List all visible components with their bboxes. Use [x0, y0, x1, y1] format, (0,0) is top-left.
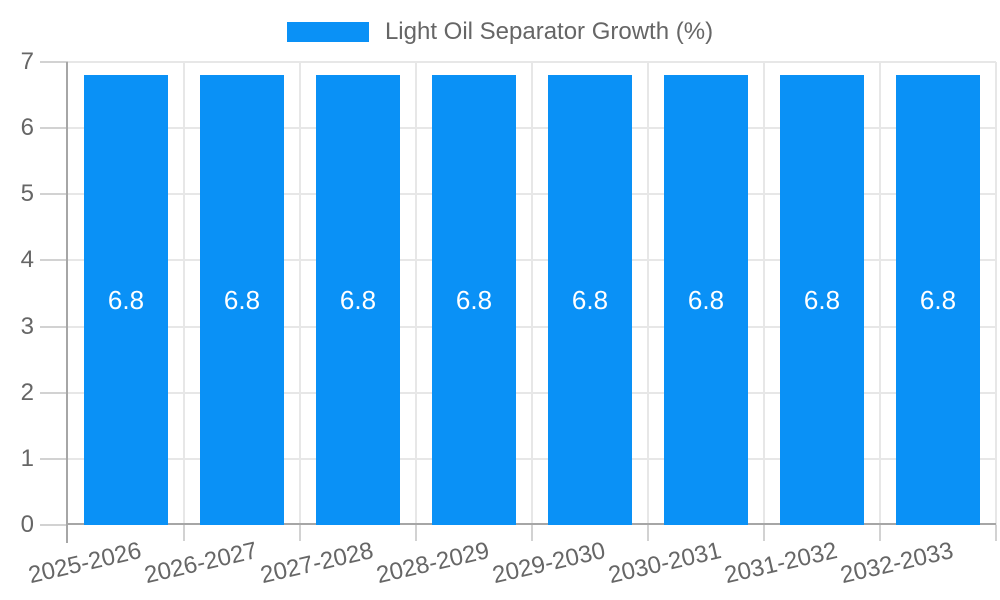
y-tick-label: 1	[20, 444, 34, 472]
gridline-vertical	[183, 62, 185, 525]
bar	[896, 75, 980, 525]
y-tick-mark	[40, 61, 68, 63]
y-tick-label: 3	[20, 312, 34, 340]
y-tick-label: 0	[20, 511, 34, 538]
gridline-vertical	[415, 62, 417, 525]
x-axis-label: 2028-2029	[374, 537, 493, 590]
y-tick-label: 2	[20, 378, 34, 406]
gridline-vertical	[763, 62, 765, 525]
y-tick-label: 4	[20, 246, 34, 274]
gridline-vertical	[647, 62, 649, 525]
bar-value-label: 6.8	[803, 285, 841, 316]
y-tick-mark	[40, 325, 68, 328]
x-tick-mark	[879, 525, 881, 541]
y-tick-label: 5	[20, 180, 34, 208]
bar	[664, 75, 748, 525]
y-axis-line	[66, 62, 68, 543]
bar-value-label: 6.8	[339, 285, 377, 316]
y-tick-label: 6	[20, 114, 34, 142]
x-tick-mark	[647, 525, 649, 541]
legend-label: Light Oil Separator Growth (%)	[384, 18, 714, 45]
y-tick-mark	[40, 127, 68, 130]
bar	[780, 75, 864, 525]
x-axis-label: 2031-2032	[722, 537, 841, 590]
x-tick-mark	[531, 525, 533, 541]
x-tick-mark	[995, 525, 997, 541]
bar-value-label: 6.8	[571, 285, 609, 316]
bar	[432, 75, 516, 525]
y-tick-mark	[40, 259, 68, 262]
gridline-vertical	[531, 62, 533, 525]
bar-value-label: 6.8	[919, 285, 957, 316]
y-tick-mark	[40, 193, 68, 196]
x-axis-label: 2032-2033	[838, 537, 957, 590]
bar	[548, 75, 632, 525]
bar-value-label: 6.8	[223, 285, 261, 316]
x-axis-label: 2025-2026	[26, 537, 145, 590]
bar-value-label: 6.8	[687, 285, 725, 316]
bar-value-label: 6.8	[107, 285, 145, 316]
legend-swatch	[286, 22, 369, 42]
y-tick-mark	[40, 524, 68, 526]
x-tick-mark	[183, 525, 185, 541]
bar	[200, 75, 284, 525]
x-axis-label: 2026-2027	[142, 537, 261, 590]
bar-value-label: 6.8	[455, 285, 493, 316]
bar	[84, 75, 168, 525]
x-tick-mark	[299, 525, 301, 541]
y-tick-mark	[40, 457, 68, 460]
x-axis-line	[66, 523, 996, 525]
y-tick-label: 7	[20, 48, 34, 75]
x-tick-mark	[763, 525, 765, 541]
gridline-vertical	[995, 62, 997, 525]
gridline-vertical	[299, 62, 301, 525]
y-tick-mark	[40, 391, 68, 394]
legend: Light Oil Separator Growth (%)	[0, 18, 1000, 46]
x-axis-label: 2030-2031	[606, 537, 725, 590]
x-axis-label: 2029-2030	[490, 537, 609, 590]
x-axis-label: 2027-2028	[258, 537, 377, 590]
x-tick-mark	[415, 525, 417, 541]
bar	[316, 75, 400, 525]
gridline-vertical	[879, 62, 881, 525]
